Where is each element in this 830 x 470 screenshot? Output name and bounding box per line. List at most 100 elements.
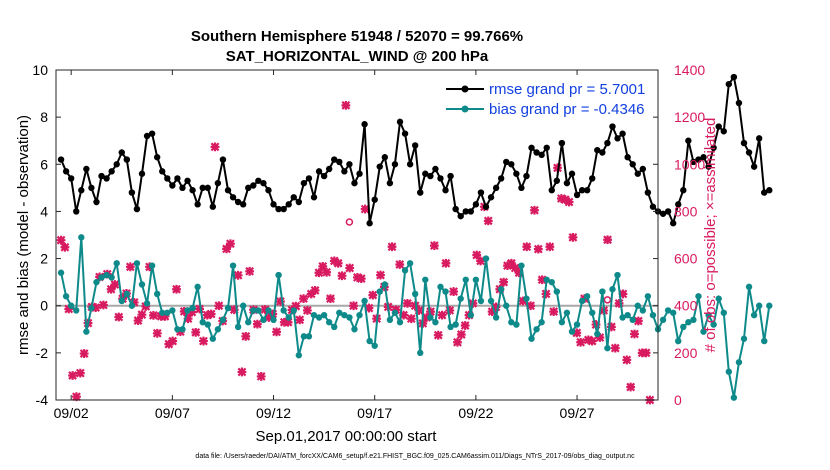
- y-right-tick-label: 600: [674, 251, 698, 267]
- rmse-point: [381, 154, 389, 161]
- obs-assimilated-marker: [125, 262, 135, 272]
- obs-assimilated-marker: [260, 305, 270, 314]
- rmse-point: [634, 170, 641, 177]
- rmse-point: [290, 194, 297, 201]
- obs-assimilated-marker: [633, 316, 643, 326]
- bias-point: [62, 293, 70, 300]
- bias-point: [442, 288, 449, 295]
- bias-point: [320, 311, 328, 319]
- obs-assimilated-marker: [572, 328, 582, 338]
- obs-assimilated-marker: [553, 163, 562, 173]
- bias-point: [629, 316, 636, 324]
- bias-point: [234, 323, 242, 331]
- rmse-point: [669, 220, 677, 227]
- bias-point: [275, 271, 282, 279]
- bias-point: [503, 302, 510, 309]
- series-layer: [56, 73, 773, 405]
- bias-point: [376, 288, 383, 295]
- obs-assimilated-marker: [183, 314, 193, 324]
- rmse-point: [174, 175, 181, 182]
- bias-point: [553, 288, 561, 295]
- obs-assimilated-marker: [106, 284, 116, 294]
- obs-assimilated-marker: [476, 256, 485, 266]
- rmse-point: [528, 144, 535, 151]
- obs-assimilated-marker: [483, 216, 493, 226]
- bias-point: [229, 262, 237, 269]
- rmse-point: [462, 208, 469, 215]
- rmse-point: [492, 184, 500, 192]
- y-axis-label: rmse and bias (model - observation): [15, 115, 32, 355]
- obs-assimilated-marker: [514, 268, 524, 278]
- rmse-point: [745, 149, 753, 156]
- bias-point: [766, 302, 773, 309]
- rmse-point: [730, 73, 738, 81]
- legend-rmse-label: rmse grand pr = 5.7001: [489, 81, 645, 98]
- bias-point: [98, 274, 105, 281]
- bias-point: [659, 316, 667, 324]
- rmse-point: [472, 201, 480, 208]
- rmse-point: [452, 205, 459, 213]
- obs-assimilated-marker: [506, 258, 516, 268]
- rmse-point: [361, 121, 368, 128]
- bias-point: [391, 309, 399, 316]
- bias-point: [533, 326, 540, 333]
- rmse-point: [138, 170, 146, 177]
- obs-assimilated-marker: [237, 367, 247, 377]
- y-tick-label: 8: [40, 109, 48, 125]
- rmse-point: [83, 165, 90, 173]
- obs-assimilated-marker: [137, 310, 147, 320]
- bias-point: [174, 326, 181, 333]
- bias-point: [508, 319, 515, 326]
- y-right-tick-label: 400: [674, 298, 698, 314]
- bias-point: [128, 302, 136, 309]
- bias-point: [315, 314, 323, 321]
- obs-assimilated-marker: [491, 302, 501, 312]
- obs-assimilated-marker: [603, 235, 612, 245]
- rmse-point: [467, 208, 475, 215]
- bias-point: [649, 311, 657, 319]
- obs-assimilated-marker: [98, 300, 108, 310]
- rmse-point: [685, 137, 692, 144]
- obs-assimilated-marker: [641, 348, 651, 358]
- rmse-point: [705, 163, 712, 170]
- rmse-point: [219, 156, 227, 163]
- bias-point: [538, 319, 545, 326]
- rmse-point: [366, 220, 373, 227]
- rmse-point: [295, 198, 303, 206]
- rmse-point: [376, 163, 383, 170]
- bias-point: [422, 276, 429, 283]
- obs-assimilated-marker: [64, 304, 74, 314]
- obs-assimilated-marker: [595, 333, 605, 342]
- bias-point: [492, 314, 500, 321]
- obs-assimilated-marker: [622, 355, 632, 365]
- rmse-point: [755, 135, 763, 142]
- obs-assimilated-marker: [441, 258, 451, 268]
- bias-point: [245, 319, 252, 326]
- obs-assimilated-marker: [429, 241, 439, 251]
- rmse-point: [594, 146, 601, 154]
- bias-point: [159, 309, 166, 316]
- obs-assimilated-marker: [518, 296, 528, 306]
- rmse-point: [169, 182, 176, 189]
- bias-point: [356, 311, 363, 319]
- rmse-point: [573, 191, 581, 199]
- bias-point: [123, 290, 131, 298]
- obs-assimilated-marker: [414, 306, 424, 315]
- bias-point: [624, 311, 631, 319]
- bias-point: [675, 337, 682, 345]
- rmse-point: [133, 205, 141, 213]
- y-right-tick-label: 1200: [674, 109, 705, 125]
- bias-point: [710, 321, 717, 328]
- rmse-point: [250, 182, 257, 189]
- obs-assimilated-marker: [314, 268, 324, 278]
- rmse-point: [543, 144, 550, 151]
- chart-subtitle: SAT_HORIZONTAL_WIND @ 200 hPa: [226, 48, 489, 65]
- bias-point: [417, 349, 424, 357]
- rmse-point: [411, 142, 419, 149]
- obs-assimilated-marker: [487, 307, 497, 317]
- rmse-point: [199, 184, 206, 192]
- rmse-point: [320, 172, 328, 180]
- obs-assimilated-marker: [299, 294, 308, 304]
- bias-point: [482, 255, 490, 262]
- bias-point: [745, 283, 753, 291]
